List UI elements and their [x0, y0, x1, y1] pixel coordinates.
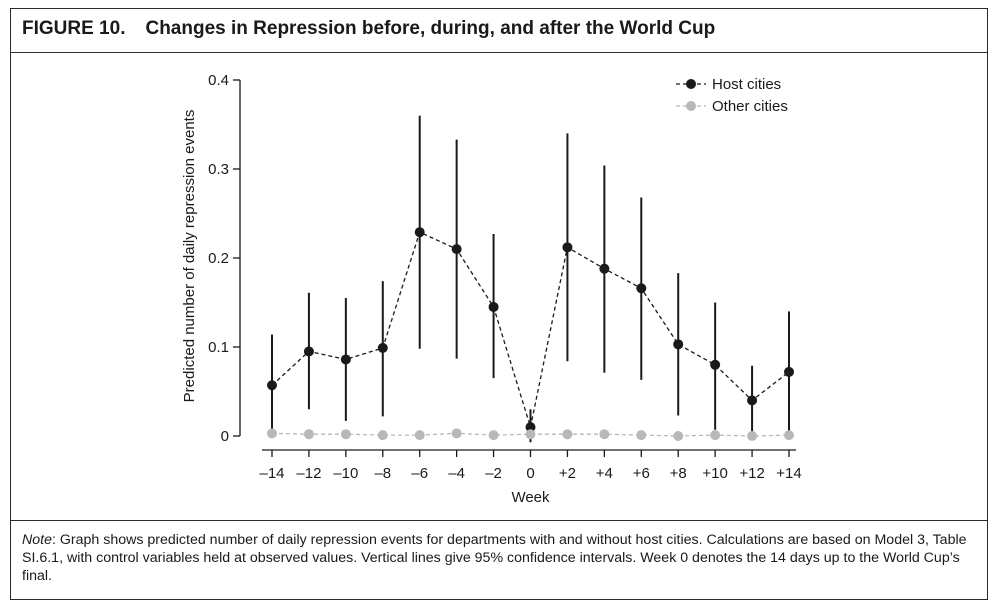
point-other	[784, 430, 794, 441]
series-lines	[271, 231, 790, 437]
point-other	[562, 429, 573, 440]
point-host	[562, 242, 573, 253]
point-host	[599, 263, 610, 274]
x-tick-label: –14	[259, 465, 284, 482]
point-host	[267, 380, 277, 391]
legend-marker-other	[686, 101, 696, 111]
legend-label-other: Other cities	[712, 98, 788, 115]
x-tick-label: –6	[411, 465, 428, 482]
point-other	[267, 428, 277, 439]
y-tick-label: 0	[221, 428, 229, 445]
point-host	[525, 422, 536, 433]
x-tick-label: 0	[526, 465, 534, 482]
x-tick-label: +2	[559, 465, 576, 482]
x-tick-label: +6	[633, 465, 650, 482]
series-line-other	[271, 432, 790, 437]
note-divider	[10, 520, 988, 521]
y-axis-label: Predicted number of daily repression eve…	[181, 110, 198, 403]
point-other	[636, 430, 647, 441]
note-lead: Note	[22, 532, 52, 548]
point-other	[488, 430, 499, 441]
x-tick-label: –12	[296, 465, 321, 482]
point-host	[414, 227, 425, 238]
x-tick-label: +14	[776, 465, 801, 482]
point-host	[340, 354, 351, 365]
y-tick-label: 0.1	[208, 339, 229, 356]
point-other	[340, 429, 351, 440]
point-host	[636, 283, 647, 294]
figure-title-text: Changes in Repression before, during, an…	[145, 18, 716, 39]
data-points	[267, 227, 794, 441]
point-other	[414, 430, 425, 441]
point-host	[710, 359, 721, 370]
point-other	[377, 430, 388, 441]
point-other	[451, 428, 462, 439]
legend-marker-host	[686, 79, 696, 89]
y-tick-label: 0.2	[208, 250, 229, 267]
x-tick-label: –2	[485, 465, 502, 482]
point-other	[747, 431, 758, 441]
point-other	[673, 431, 684, 441]
y-tick-label: 0.4	[208, 72, 229, 89]
point-host	[747, 395, 758, 406]
point-host	[451, 244, 462, 255]
chart-axes: 0 0.1 0.2 0.3 0.4 Predicted number of daily r…	[181, 72, 802, 506]
x-tick-label: +12	[739, 465, 764, 482]
x-tick-label: –4	[448, 465, 465, 482]
figure-frame	[10, 8, 988, 600]
x-tick-label: –10	[333, 465, 358, 482]
point-host	[303, 346, 314, 357]
x-tick-label: +10	[702, 465, 727, 482]
confidence-intervals	[271, 115, 790, 443]
note-text: : Graph shows predicted number of daily …	[22, 532, 967, 584]
point-host	[784, 366, 794, 377]
series-line-host	[271, 231, 790, 428]
x-tick-label: +4	[596, 465, 613, 482]
x-tick-label: –8	[374, 465, 391, 482]
figure-note: Note: Graph shows predicted number of da…	[22, 531, 977, 585]
title-divider	[10, 52, 988, 53]
x-tick-label: +8	[670, 465, 687, 482]
legend-label-host: Host cities	[712, 76, 781, 93]
chart-legend: Host cities Other cities	[676, 76, 788, 115]
point-other	[599, 429, 610, 440]
figure-label: FIGURE 10.	[22, 18, 126, 39]
point-host	[377, 342, 388, 353]
x-axis-label: Week	[511, 489, 550, 506]
point-host	[673, 339, 684, 350]
point-other	[525, 429, 536, 440]
figure-title: FIGURE 10. Changes in Repression before, …	[22, 18, 715, 40]
y-tick-label: 0.3	[208, 161, 229, 178]
point-host	[488, 301, 499, 312]
point-other	[710, 430, 721, 441]
point-other	[303, 429, 314, 440]
